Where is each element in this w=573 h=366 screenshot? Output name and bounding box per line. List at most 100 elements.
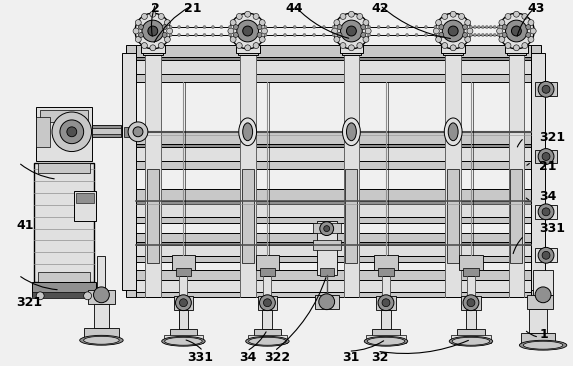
Text: 34: 34 [239,351,256,363]
Circle shape [334,20,340,26]
Circle shape [481,26,484,29]
Bar [136,280,531,292]
Circle shape [203,26,206,29]
Circle shape [67,127,77,137]
Circle shape [458,42,465,49]
Circle shape [230,20,236,26]
Bar [242,169,254,263]
Bar [147,169,159,263]
Circle shape [363,20,369,26]
Circle shape [150,11,156,17]
Bar [336,23,343,39]
Circle shape [497,28,503,34]
Bar [74,191,96,221]
Bar [38,163,89,173]
Bar [141,45,164,53]
Circle shape [220,26,223,29]
Circle shape [435,13,471,49]
Bar [136,232,531,242]
Circle shape [179,299,187,307]
Circle shape [415,26,418,29]
Bar [256,255,279,270]
Circle shape [259,37,265,42]
Circle shape [493,26,496,29]
Bar [376,296,396,310]
Circle shape [377,26,380,29]
Bar [36,107,92,161]
Circle shape [340,20,362,42]
Bar [136,242,531,256]
Circle shape [467,28,473,34]
Bar [313,240,340,250]
Bar [533,270,553,295]
Bar [136,292,531,297]
Circle shape [473,33,476,37]
Ellipse shape [80,335,123,345]
Bar [122,53,136,290]
Bar [317,221,336,275]
Bar [136,201,531,204]
Circle shape [313,33,316,37]
Bar [524,23,532,39]
Bar [174,296,193,310]
Circle shape [467,299,475,307]
Circle shape [442,20,464,42]
Circle shape [135,37,141,42]
Circle shape [542,251,550,259]
Circle shape [378,295,394,311]
Circle shape [528,37,534,42]
Circle shape [434,33,437,37]
Text: 43: 43 [528,2,545,15]
Bar [164,335,203,343]
Circle shape [538,204,554,220]
Circle shape [499,37,505,42]
Circle shape [135,20,141,26]
Ellipse shape [243,123,253,141]
Text: 322: 322 [264,351,291,363]
Circle shape [361,25,366,30]
Circle shape [60,120,84,143]
Bar [451,335,490,343]
Circle shape [303,26,306,29]
Circle shape [499,20,505,26]
Circle shape [450,45,456,51]
Bar [342,41,362,55]
Text: 32: 32 [371,351,388,363]
Circle shape [542,208,550,216]
Circle shape [387,33,390,37]
Bar [437,23,445,39]
Bar [126,45,136,297]
Bar [457,329,485,339]
Circle shape [142,20,164,42]
Circle shape [233,25,238,30]
Bar [535,205,557,219]
Bar [238,41,257,55]
Circle shape [439,33,444,37]
Circle shape [253,42,259,49]
Bar [531,45,541,297]
Circle shape [502,33,507,37]
Bar [136,189,531,201]
Bar [382,276,390,330]
Circle shape [158,14,164,19]
Bar [136,161,531,169]
Bar [136,143,531,161]
Circle shape [347,26,356,36]
Circle shape [230,37,236,42]
Bar [175,268,191,276]
Circle shape [133,127,143,137]
Ellipse shape [343,118,360,146]
Circle shape [274,33,277,37]
Bar [36,117,50,147]
Text: 31: 31 [342,351,359,363]
Bar [240,45,256,297]
Bar [508,45,524,297]
Bar [34,163,93,282]
Circle shape [148,26,158,36]
Circle shape [237,20,258,42]
Circle shape [469,26,473,29]
Bar [84,328,119,338]
Ellipse shape [162,336,205,346]
Bar [248,335,287,343]
Ellipse shape [246,336,289,346]
